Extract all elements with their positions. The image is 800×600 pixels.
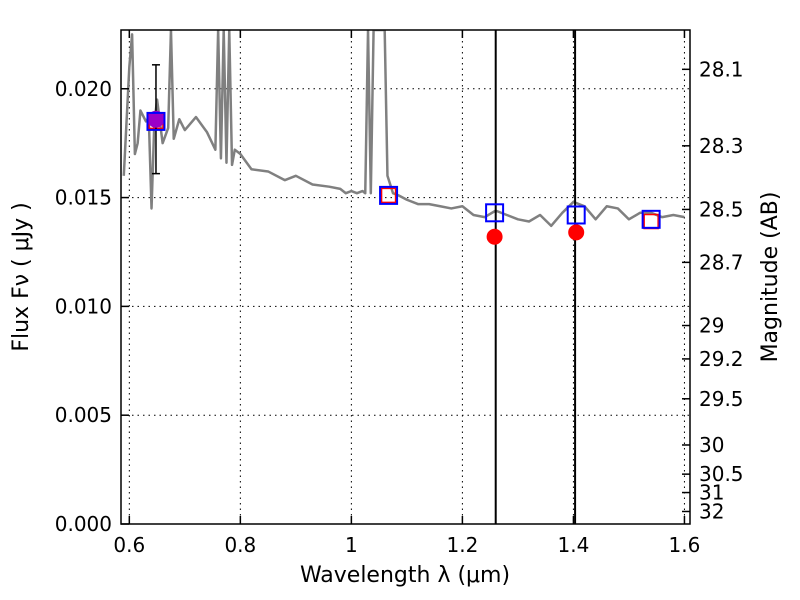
x-tick-label: 0.6 [113,533,145,557]
y-axis-left: 0.000 0.005 0.010 0.015 0.020 [55,77,129,536]
x-axis: 0.6 0.8 1 1.2 1.4 1.6 [113,30,700,557]
x-tick-label: 1 [345,533,358,557]
gridlines [121,30,690,525]
data-markers [146,64,661,245]
y-tick-label: 0.005 [55,403,112,427]
y-tick-label: 0.000 [55,512,112,536]
plot-frame [120,29,691,525]
y2-tick-label: 28.7 [699,250,744,274]
y2-tick-label: 30.5 [699,462,744,486]
y-tick-label: 0.015 [55,186,112,210]
upper-limit-marker [486,228,503,245]
y2-tick-label: 28.1 [699,57,744,81]
y2-axis-label: Magnitude (AB) [758,192,783,363]
observed-box-marker [380,187,397,204]
model-spectrum-line [122,30,685,228]
x-tick-label: 1.2 [446,533,478,557]
x-tick-label: 1.6 [669,533,701,557]
x-tick-label: 0.8 [224,533,256,557]
x-tick-label: 1.4 [558,533,590,557]
model-photometry-marker [146,111,166,131]
y-tick-label: 0.020 [55,77,112,101]
vertical-lines [494,30,577,524]
y2-tick-label: 31 [699,481,724,505]
model-photometry-marker [379,185,399,205]
x-axis-label: Wavelength λ (μm) [300,563,510,588]
y2-tick-label: 30 [699,433,724,457]
y2-tick-label: 29.5 [699,387,744,411]
model-photometry-marker [641,209,661,229]
observed-box-marker [643,213,659,230]
y2-tick-label: 29 [699,314,724,338]
y2-tick-label: 32 [699,499,724,523]
model-photometry-marker [485,203,505,223]
y2-tick-label: 28.3 [699,134,744,158]
y2-tick-label: 29.2 [699,347,744,371]
upper-limit-marker [568,224,585,241]
model-photometry-marker [566,205,586,225]
y2-tick-label: 28.5 [699,197,744,221]
model-spectrum [122,30,685,228]
y-axis-label: Flux Fν ( μJy ) [9,202,34,351]
y-tick-label: 0.010 [55,294,112,318]
